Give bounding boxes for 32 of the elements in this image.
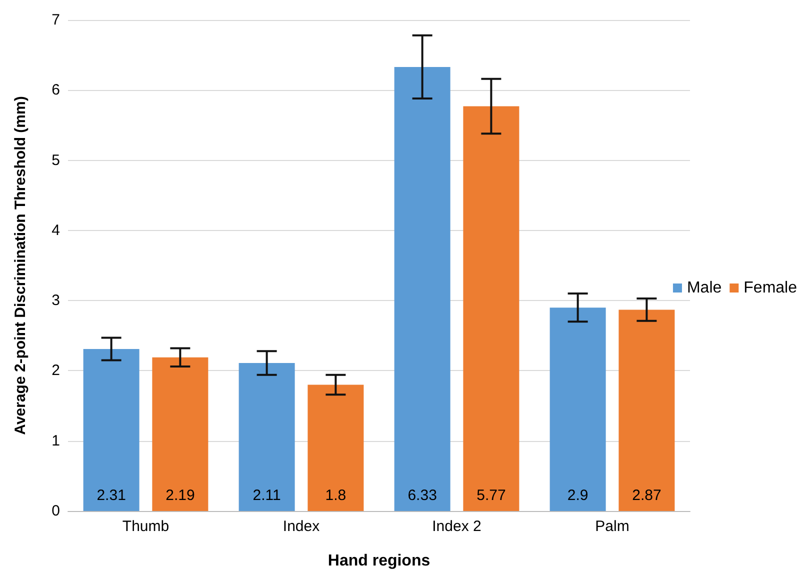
data-label: 2.9 bbox=[567, 487, 588, 504]
x-tick-label: Thumb bbox=[122, 518, 170, 535]
x-tick-label: Index bbox=[282, 518, 320, 535]
data-label: 6.33 bbox=[408, 487, 437, 504]
bar bbox=[394, 66, 450, 511]
legend-label: Female bbox=[744, 280, 798, 296]
y-tick-label: 5 bbox=[52, 152, 60, 169]
bar bbox=[618, 310, 675, 511]
y-tick-label: 2 bbox=[52, 362, 60, 380]
y-tick-label: 3 bbox=[52, 292, 60, 310]
bar bbox=[83, 348, 140, 511]
y-tick-label: 0 bbox=[52, 502, 60, 520]
bar bbox=[550, 308, 606, 511]
data-label: 1.8 bbox=[325, 487, 346, 504]
y-axis-title: Average 2-point Discrimination Threshold (mm) bbox=[12, 96, 29, 435]
data-label: 5.77 bbox=[476, 487, 506, 504]
data-label: 2.87 bbox=[632, 487, 662, 504]
y-tick-label: 6 bbox=[52, 82, 60, 99]
y-tick-label: 4 bbox=[52, 222, 60, 239]
x-tick-label: Palm bbox=[595, 518, 630, 535]
bar bbox=[308, 384, 364, 511]
y-tick-label: 7 bbox=[52, 12, 60, 28]
bar bbox=[152, 357, 208, 511]
data-label: 2.31 bbox=[96, 487, 126, 504]
bar bbox=[238, 363, 295, 511]
x-tick-label: Index 2 bbox=[432, 518, 482, 535]
data-label: 2.11 bbox=[252, 487, 281, 504]
legend-label: Male bbox=[686, 280, 722, 296]
y-tick-label: 1 bbox=[52, 432, 60, 450]
x-axis-title: Hand regions bbox=[328, 552, 430, 570]
data-label: 2.19 bbox=[166, 487, 195, 504]
bar bbox=[463, 106, 520, 511]
